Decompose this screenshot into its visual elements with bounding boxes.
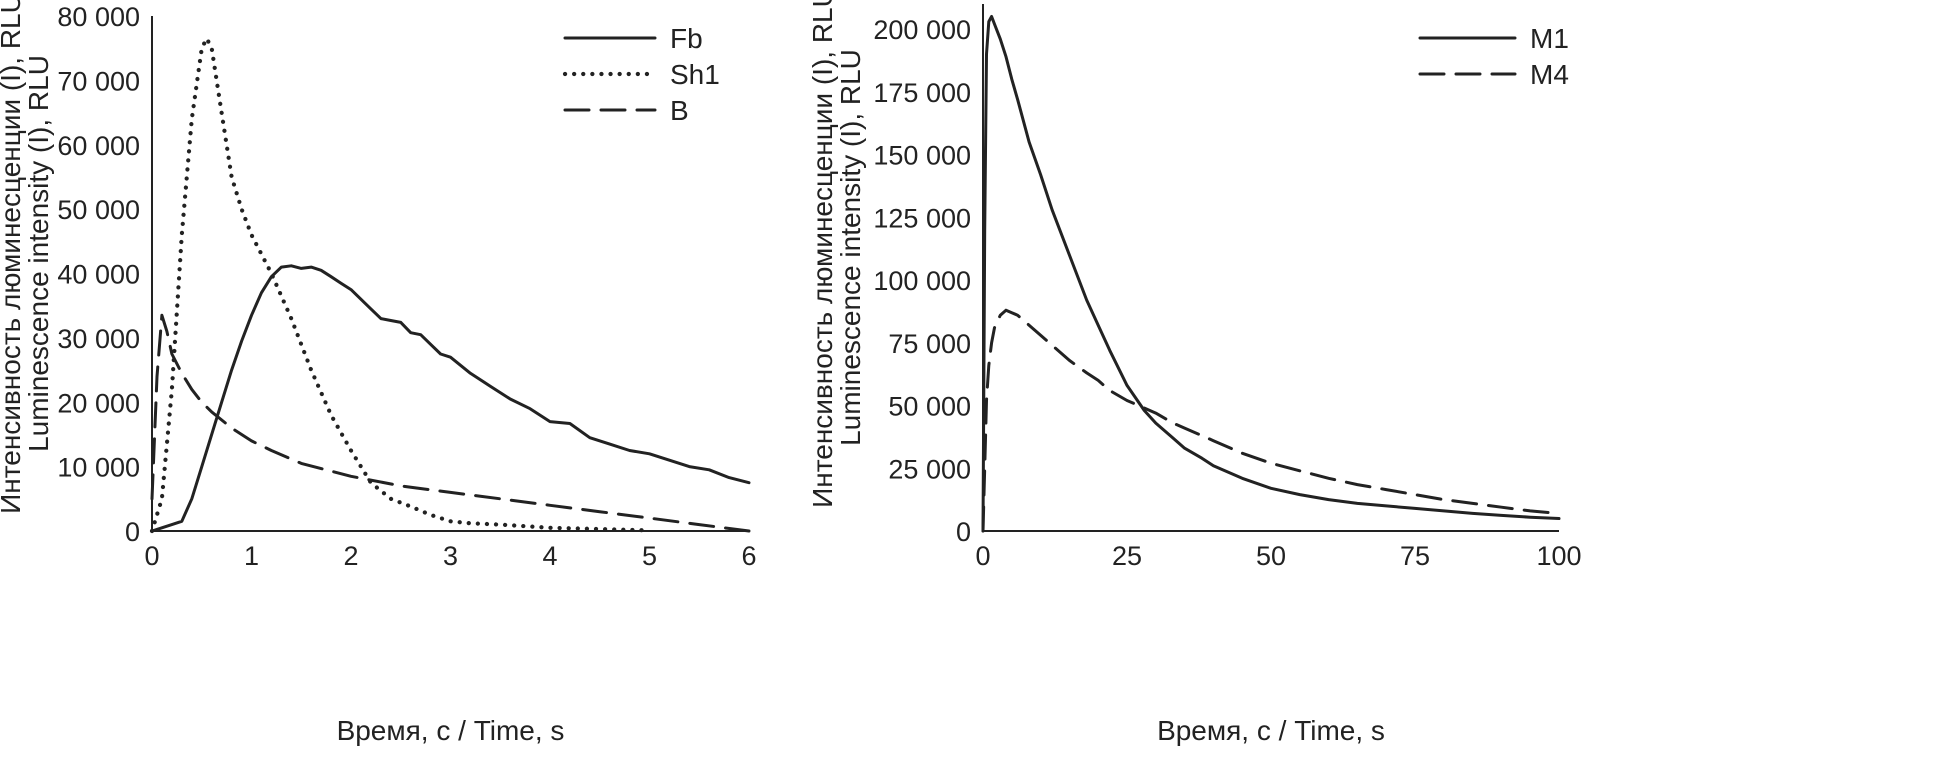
series-line-m4 [981, 308, 1561, 533]
x-axis-title: Время, с / Time, s [1157, 715, 1385, 746]
chart-2: 0 25 000 50 000 75 000 100 000 125 000 150 000… [807, 0, 1582, 746]
series-line-fb [150, 264, 751, 533]
y-tick-label: 0 [125, 517, 140, 547]
y-tick-label: 150 000 [873, 141, 971, 171]
legend-label-b: B [670, 95, 689, 126]
y-tick-label: 100 000 [873, 266, 971, 296]
y-tick-label: 25 000 [888, 454, 971, 484]
series-line-sh1 [149, 36, 652, 534]
y-tick-label: 30 000 [57, 324, 140, 354]
x-tick-label: 0 [975, 541, 990, 571]
x-tick-label: 1 [244, 541, 259, 571]
y-tick-label: 40 000 [57, 260, 140, 290]
x-tick-label: 50 [1256, 541, 1286, 571]
chart-1: 0 10 000 20 000 30 000 40 000 50 000 60 000 70 … [0, 0, 757, 746]
x-tick-label: 0 [144, 541, 159, 571]
y-tick-label: 75 000 [888, 329, 971, 359]
y-tick-label: 0 [956, 517, 971, 547]
x-tick-label: 2 [343, 541, 358, 571]
y-tick-label: 175 000 [873, 78, 971, 108]
y-tick-label: 20 000 [57, 388, 140, 418]
series-line-m1 [981, 15, 1561, 533]
x-tick-label: 25 [1112, 541, 1142, 571]
x-tick-label: 100 [1536, 541, 1581, 571]
x-tick-label: 3 [443, 541, 458, 571]
y-axis-title-line-1: Интенсивность люминесценции (I), RLU [807, 0, 838, 508]
x-axis-title: Время, с / Time, s [337, 715, 565, 746]
legend-label-fb: Fb [670, 23, 703, 54]
x-tick-label: 4 [542, 541, 557, 571]
legend-label-m4: M4 [1530, 59, 1569, 90]
x-tick-label: 75 [1400, 541, 1430, 571]
y-tick-label: 125 000 [873, 203, 971, 233]
x-tick-label: 6 [741, 541, 756, 571]
legend-label-sh1: Sh1 [670, 59, 720, 90]
y-tick-label: 80 000 [57, 2, 140, 32]
x-tick-label: 5 [642, 541, 657, 571]
y-tick-label: 50 000 [888, 392, 971, 422]
y-tick-label: 50 000 [57, 195, 140, 225]
y-tick-label: 60 000 [57, 131, 140, 161]
y-tick-label: 200 000 [873, 15, 971, 45]
y-axis-title-line-1: Интенсивность люминесценции (I), RLU [0, 0, 26, 514]
y-tick-label: 10 000 [57, 453, 140, 483]
series-line-b [150, 313, 751, 533]
y-tick-label: 70 000 [57, 66, 140, 96]
y-axis-title-line-2: Luminescence intensity (I), RLU [835, 49, 866, 446]
legend-label-m1: M1 [1530, 23, 1569, 54]
y-axis-title-line-2: Luminescence intensity (I), RLU [23, 55, 54, 452]
